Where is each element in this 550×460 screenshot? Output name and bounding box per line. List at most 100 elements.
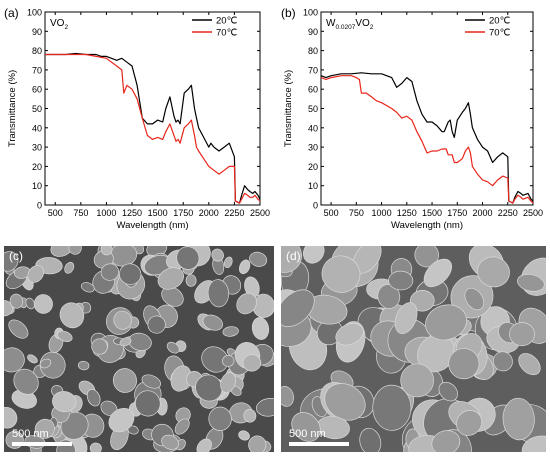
sem-grain [238, 259, 251, 275]
legend-label: 20℃ [489, 16, 511, 27]
sem-grain [147, 315, 166, 334]
sem-grain [33, 294, 53, 314]
x-tick-label: 2000 [473, 208, 493, 218]
sem-grain [211, 248, 224, 262]
sem-grain [86, 389, 101, 407]
sem-grain [13, 368, 39, 395]
sem-grain [431, 430, 461, 452]
sem-grain [477, 256, 510, 288]
sem-grain [425, 304, 467, 341]
sem-grain [509, 322, 535, 347]
sem-grain [166, 341, 180, 354]
scale-bar-label-c: 500 nm [12, 428, 49, 440]
y-tick-label: 30 [308, 143, 318, 153]
sem-grain [291, 412, 321, 442]
sem-grain [119, 337, 132, 347]
sem-grain [201, 346, 229, 373]
sem-grain [64, 261, 75, 274]
sem-grain [517, 273, 545, 292]
sem-grain [89, 442, 102, 452]
sem-grain [39, 358, 52, 369]
sem-grain [222, 355, 235, 367]
sem-grain [57, 330, 73, 342]
scale-bar-c: 500 nm [12, 428, 72, 446]
sem-grain [303, 246, 325, 264]
sem-grain [238, 430, 250, 441]
sem-image-c: (c) 500 nm [4, 246, 274, 452]
y-tick-label: 100 [303, 8, 318, 18]
y-tick-label: 30 [32, 143, 42, 153]
y-tick-label: 80 [308, 46, 318, 56]
scale-bar-line-d [289, 442, 349, 446]
sem-grain [492, 351, 513, 372]
scale-bar-line-c [12, 442, 72, 446]
sem-grain [207, 279, 229, 308]
x-tick-label: 2250 [224, 208, 244, 218]
x-tick-label: 500 [48, 208, 63, 218]
y-tick-label: 90 [308, 27, 318, 37]
sem-panel-label-d: (d) [286, 249, 301, 263]
y-tick-label: 20 [32, 162, 42, 172]
sem-grain [208, 406, 232, 431]
x-axis-label: Wavelength (nm) [391, 220, 463, 231]
sem-grain [195, 374, 223, 402]
x-tick-label: 750 [349, 208, 364, 218]
sem-grain [220, 372, 236, 393]
sem-grain [8, 319, 29, 339]
sem-grain [202, 314, 223, 331]
y-tick-label: 40 [308, 123, 318, 133]
x-tick-label: 2000 [199, 208, 219, 218]
legend-label: 70℃ [489, 28, 511, 39]
x-tick-label: 2500 [250, 208, 270, 218]
sem-grain [25, 297, 35, 310]
sem-grain [161, 434, 179, 450]
y-tick-label: 50 [308, 104, 318, 114]
series-line-20c [320, 72, 534, 204]
sem-grain [185, 274, 197, 287]
sem-grain [222, 326, 239, 337]
y-tick-label: 70 [32, 65, 42, 75]
sem-grain [409, 290, 435, 312]
y-tick-label: 60 [32, 85, 42, 95]
sem-grain [34, 418, 55, 439]
y-tick-label: 90 [32, 27, 42, 37]
scale-bar-label-d: 500 nm [289, 428, 326, 440]
y-axis-label: Transmittance (%) [283, 70, 294, 147]
sem-grain [281, 289, 315, 327]
sem-grain [281, 246, 302, 273]
sem-grain [502, 397, 535, 441]
sem-image-d: (d) 500 nm [281, 246, 546, 452]
sem-grain [321, 255, 361, 293]
sem-grain [377, 284, 401, 309]
panel-label: (b) [281, 6, 296, 20]
sem-grain [249, 251, 268, 267]
sem-grain [141, 374, 162, 389]
sem-grain [448, 348, 480, 380]
sem-grain [100, 263, 120, 281]
sem-grain [174, 418, 190, 435]
sem-grain [236, 292, 257, 315]
sem-grain [161, 286, 184, 307]
series-line-70c [45, 53, 261, 204]
y-tick-label: 40 [32, 123, 42, 133]
sem-grain [108, 407, 135, 433]
sem-grain [388, 270, 414, 291]
legend-label: 20℃ [216, 16, 238, 27]
y-tick-label: 100 [27, 8, 42, 18]
x-tick-label: 1750 [173, 208, 193, 218]
x-tick-label: 1500 [422, 208, 442, 218]
y-tick-label: 60 [308, 85, 318, 95]
x-tick-label: 1000 [372, 208, 392, 218]
sem-grain [157, 267, 184, 290]
y-tick-label: 20 [308, 162, 318, 172]
y-axis-label: Transmittance (%) [7, 70, 18, 147]
x-axis-label: Wavelength (nm) [117, 220, 189, 231]
series-line-70c [320, 75, 534, 204]
series-line-20c [45, 52, 261, 204]
y-tick-label: 10 [308, 181, 318, 191]
sem-grain [91, 338, 108, 355]
legend-label: 70℃ [216, 28, 238, 39]
sem-grain [52, 391, 77, 413]
sem-grain [4, 347, 25, 373]
